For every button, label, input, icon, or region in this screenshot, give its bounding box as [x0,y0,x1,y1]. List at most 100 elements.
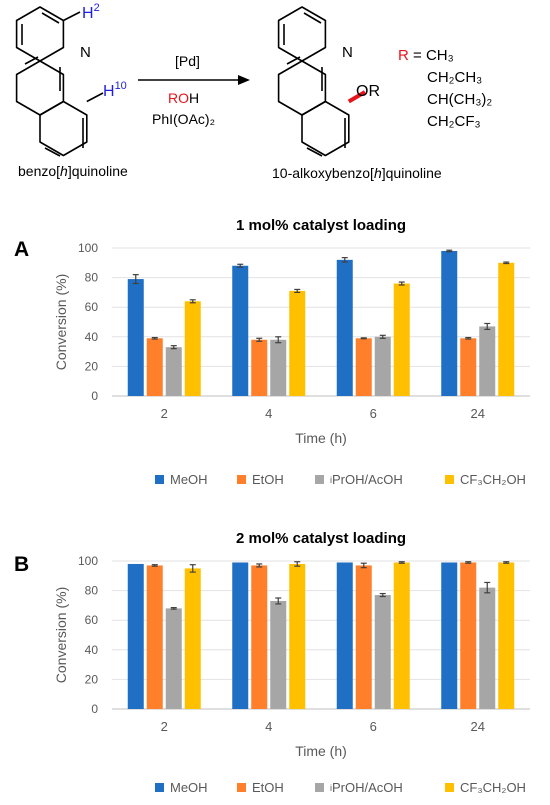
y-tick-label: 100 [78,554,98,568]
bar [355,565,372,709]
bar [441,562,458,709]
bar [270,600,287,709]
bar [251,339,268,396]
reactant-nitrogen: N [80,44,91,61]
arrow-head [238,75,250,85]
panel-a-label: A [14,238,30,261]
bar [460,562,477,709]
legend-label: MeOH [170,780,208,795]
bar [289,290,306,396]
y-tick-label: 40 [85,330,99,344]
x-tick-label: 6 [370,406,377,421]
x-tick-label: 2 [161,719,168,734]
legend-item: EtOH [237,780,284,795]
y-tick-label: 80 [85,584,99,598]
legend-swatch [237,783,246,792]
y-tick-label: 20 [85,359,99,373]
y-tick-label: 100 [78,241,98,255]
catalyst-label: [Pd] [175,53,200,69]
bar [165,347,182,396]
legend-superscript: i [330,782,332,793]
r-group-isopropyl: CH(CH₃)₂ [427,91,492,108]
y-tick-label: 60 [85,300,99,314]
bar [289,563,306,709]
legend-item: CF₃CH₂OH [445,780,526,795]
legend-panel-a: MeOH EtOH i PrOH/AcOH CF₃CH₂OH [155,472,550,490]
x-tick-label: 2 [161,406,168,421]
bar [270,339,287,396]
legend-item: EtOH [237,472,284,487]
legend-item: MeOH [155,472,208,487]
chart-panel-b: 2 mol% catalyst loading 0 20 40 60 80 100 Conve… [53,530,530,759]
legend-swatch [155,783,164,792]
r-definition: R = CH₃ [398,47,454,64]
bar [498,562,515,709]
alcohol-label: ROH [168,90,199,106]
legend-label: EtOH [252,472,284,487]
bar [479,587,496,709]
legend-item: i PrOH/AcOH [315,780,403,795]
x-tick-label: 24 [471,406,485,421]
legend-panel-b: MeOH EtOH i PrOH/AcOH CF₃CH₂OH [155,780,550,798]
bar [460,338,477,396]
product-nitrogen: N [342,44,353,61]
h10-label: H10 [103,80,127,100]
y-tick-label: 20 [85,672,99,686]
y-tick-label: 0 [91,389,98,403]
oxidant-label: PhI(OAc)₂ [152,111,215,127]
legend-item: i PrOH/AcOH [315,472,403,487]
chart-panel-a: 1 mol% catalyst loading 0 20 40 60 80 100 Conve… [53,217,530,446]
legend-label: CF₃CH₂OH [460,780,526,795]
x-tick-label: 4 [265,406,272,421]
or-group-label: OR [356,83,380,100]
bar [336,259,353,396]
reactant-name: benzo[h]quinoline [18,163,128,179]
legend-label: PrOH/AcOH [332,472,403,487]
legend-swatch [237,475,246,484]
bar [232,562,249,709]
bar [165,608,182,709]
h2-label: H2 [82,2,100,22]
x-tick-label: 24 [471,719,485,734]
chart-title: 1 mol% catalyst loading [236,217,406,234]
bar [441,250,458,396]
legend-label: PrOH/AcOH [332,780,403,795]
legend-label: MeOH [170,472,208,487]
product-name: 10-alkoxybenzo[h]quinoline [272,165,442,181]
y-tick-label: 80 [85,271,99,285]
bar [479,326,496,396]
x-axis-label: Time (h) [295,743,347,759]
legend-superscript: i [330,474,332,485]
bar [374,336,391,396]
y-tick-label: 60 [85,613,99,627]
bar [146,565,163,709]
r-group-trifluoroethyl: CH₂CF₃ [427,113,481,130]
bar [498,262,515,396]
chart-title: 2 mol% catalyst loading [236,530,406,547]
reaction-scheme: N H2 H10 benzo[h]quinoline [Pd] ROH PhI(… [15,2,492,181]
legend-swatch [315,783,324,792]
bar [374,595,391,709]
bar [184,568,201,709]
bar [393,283,410,396]
bar [355,338,372,396]
bar [146,338,163,396]
bar [232,265,249,396]
bar [127,279,144,396]
r-group-ethyl: CH₂CH₃ [427,69,482,86]
legend-item: CF₃CH₂OH [445,472,526,487]
legend-label: EtOH [252,780,284,795]
y-axis-label: Conversion (%) [53,274,69,370]
bar [251,565,268,709]
reactant-structure [15,6,104,157]
x-tick-label: 4 [265,719,272,734]
bar [127,563,144,709]
legend-label: CF₃CH₂OH [460,472,526,487]
legend-item: MeOH [155,780,208,795]
panel-b-label: B [14,553,30,576]
product-structure [277,6,367,157]
legend-swatch [445,475,454,484]
y-tick-label: 40 [85,643,99,657]
legend-swatch [445,783,454,792]
y-axis-label: Conversion (%) [53,587,69,683]
